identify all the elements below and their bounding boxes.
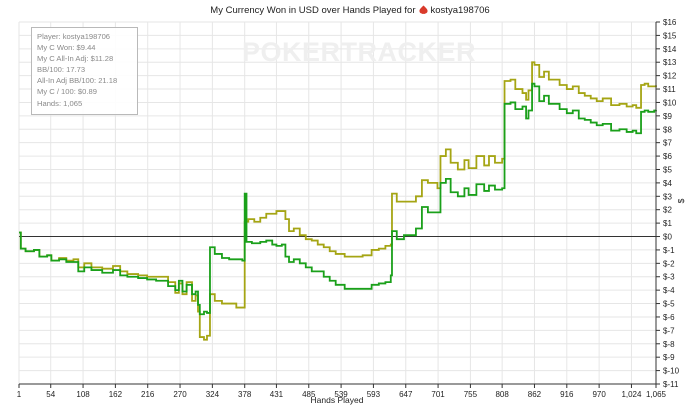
series-layer xyxy=(19,61,657,341)
y-tick-label: $-5 xyxy=(663,300,675,309)
x-tick-label: 108 xyxy=(76,390,90,399)
y-tick-label: $1 xyxy=(663,219,672,228)
x-tick-label: 755 xyxy=(464,390,478,399)
y-tick-label: $4 xyxy=(663,179,672,188)
x-tick-label: 485 xyxy=(302,390,316,399)
player-network-icon xyxy=(418,5,428,14)
x-tick-label: 916 xyxy=(560,390,574,399)
x-tick-label: 1,065 xyxy=(646,390,667,399)
y-tick-label: $-9 xyxy=(663,353,675,362)
y-tick-label: $2 xyxy=(663,206,672,215)
axis-layer xyxy=(18,21,660,388)
y-tick-label: $0 xyxy=(663,233,672,242)
y-tick-label: $-2 xyxy=(663,259,675,268)
x-tick-label: 324 xyxy=(206,390,220,399)
stat-my-c-100: My C / 100: $0.89 xyxy=(37,87,97,97)
y-tick-label: $8 xyxy=(663,125,672,134)
y-tick-label: $-1 xyxy=(663,246,675,255)
x-tick-label: 701 xyxy=(431,390,445,399)
x-axis-title: Hands Played xyxy=(311,395,364,405)
stat-bb-100: BB/100: 17.73 xyxy=(37,65,86,75)
chart-title-text: My Currency Won in USD over Hands Played… xyxy=(210,5,416,16)
x-tick-label: 431 xyxy=(270,390,284,399)
chart-title: My Currency Won in USD over Hands Played… xyxy=(0,5,700,16)
y-tick-label: $16 xyxy=(663,18,677,27)
x-tick-label: 162 xyxy=(109,390,123,399)
y-tick-label: $-8 xyxy=(663,340,675,349)
x-tick-label: 862 xyxy=(528,390,542,399)
y-tick-label: $14 xyxy=(663,45,677,54)
stat-my-c-allin-adj: My C All-In Adj: $11.28 xyxy=(37,54,114,64)
tick-label-layer: $-11 $-10 $-9 $-8 $-7 $-6 $-5 $-4 $-3 $-2 $-1 $0 $1 $… xyxy=(17,18,680,399)
stats-legend-box: Player: kostya198706 My C Won: $9.44 My … xyxy=(31,27,138,115)
y-tick-label: $10 xyxy=(663,98,677,107)
x-tick-label: 647 xyxy=(399,390,413,399)
x-tick-label: 54 xyxy=(46,390,55,399)
x-tick-label: 539 xyxy=(334,390,348,399)
y-tick-label: $3 xyxy=(663,192,672,201)
y-tick-label: $-6 xyxy=(663,313,675,322)
y-tick-label: $-3 xyxy=(663,273,675,282)
x-tick-label: 1,024 xyxy=(621,390,642,399)
stat-allin-adj-bb-100: All-In Adj BB/100: 21.18 xyxy=(37,76,118,86)
stat-my-c-won: My C Won: $9.44 xyxy=(37,43,96,53)
y-tick-label: $-10 xyxy=(663,367,680,376)
x-tick-label: 593 xyxy=(367,390,381,399)
y-tick-label: $-4 xyxy=(663,286,675,295)
y-tick-label: $-11 xyxy=(663,380,679,389)
x-tick-label: 808 xyxy=(495,390,509,399)
y-tick-label: $11 xyxy=(663,85,676,94)
y-tick-label: $6 xyxy=(663,152,672,161)
y-axis-title: $ xyxy=(676,198,686,203)
x-tick-label: 970 xyxy=(592,390,606,399)
x-tick-label: 1 xyxy=(17,390,22,399)
x-tick-label: 216 xyxy=(141,390,155,399)
stat-player: Player: kostya198706 xyxy=(37,32,111,41)
y-tick-label: $13 xyxy=(663,58,677,67)
y-tick-label: $7 xyxy=(663,139,672,148)
y-tick-label: $-7 xyxy=(663,326,675,335)
y-tick-label: $5 xyxy=(663,165,672,174)
series-line-currency-won xyxy=(19,82,657,316)
y-tick-label: $9 xyxy=(663,112,672,121)
y-tick-label: $12 xyxy=(663,72,677,81)
pokertracker-watermark: POKERTRACKER xyxy=(242,37,477,67)
chart-title-player: kostya198706 xyxy=(430,5,490,16)
x-tick-label: 270 xyxy=(173,390,187,399)
x-tick-label: 378 xyxy=(238,390,252,399)
stat-hands: Hands: 1,065 xyxy=(37,98,83,108)
series-line-allin-adj xyxy=(19,61,657,341)
y-tick-label: $15 xyxy=(663,31,677,40)
